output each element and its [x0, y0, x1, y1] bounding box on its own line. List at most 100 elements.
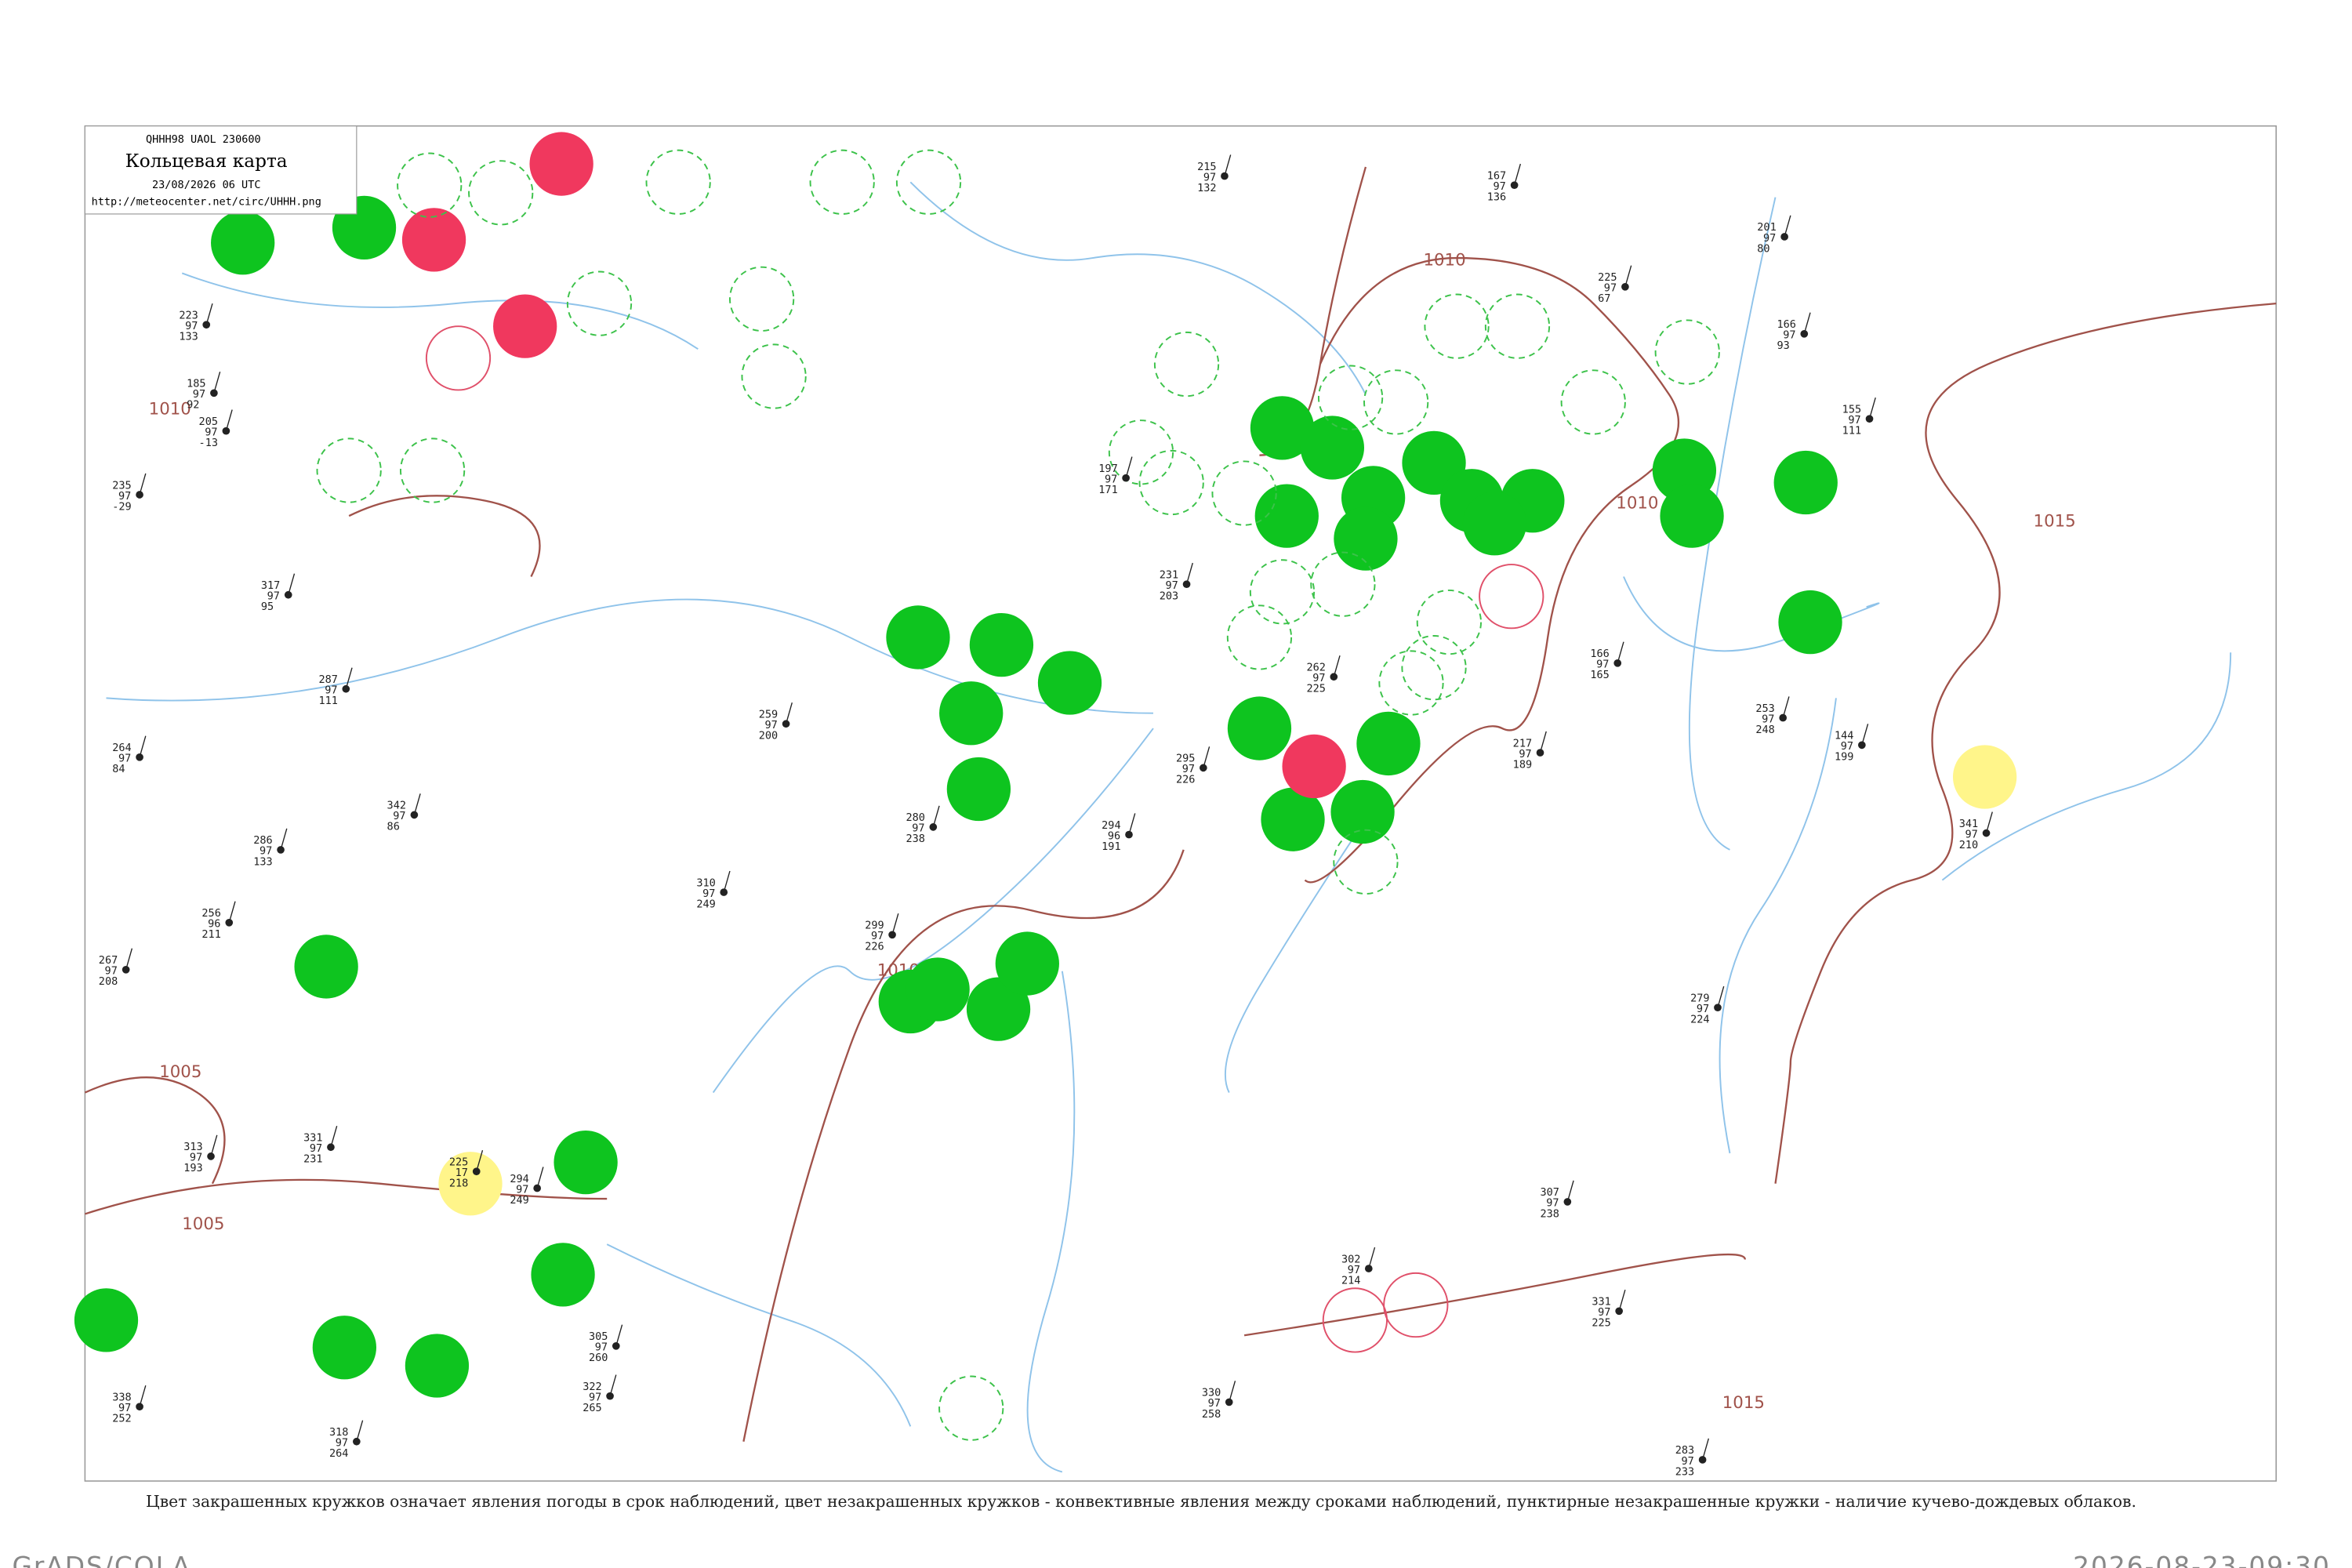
station-code: 97 — [118, 490, 131, 503]
station-circle — [1356, 711, 1421, 776]
wind-barb — [1803, 312, 1811, 335]
station-tendency: 211 — [201, 928, 220, 941]
station-pressure: 294 — [1102, 819, 1120, 832]
station-code: 97 — [118, 753, 131, 765]
station-pressure: 264 — [112, 742, 131, 754]
station-circle — [886, 605, 950, 670]
station-circle — [966, 977, 1031, 1041]
station-pressure: 331 — [1592, 1296, 1610, 1308]
station-code: 97 — [1848, 414, 1860, 426]
isobar-label: 1010 — [149, 399, 191, 419]
station-tendency: 265 — [583, 1402, 601, 1414]
station-dot — [1330, 673, 1338, 681]
station-tendency: 224 — [1690, 1014, 1709, 1026]
station-code: 97 — [205, 426, 217, 439]
station-circle — [1153, 331, 1220, 397]
station-tendency: 80 — [1757, 242, 1769, 255]
station-circle — [1037, 651, 1102, 715]
station-plots: 22397133185979220597-1323597-29317979528… — [99, 154, 1993, 1478]
station-circle — [1250, 396, 1315, 460]
station-circle — [895, 149, 962, 215]
station-tendency: 258 — [1202, 1408, 1221, 1421]
station-circle — [438, 1152, 503, 1216]
station-dot — [1698, 1456, 1707, 1464]
station-circle — [1654, 319, 1720, 385]
station-dot — [1200, 764, 1207, 772]
wind-barb — [288, 573, 296, 595]
station-circle — [425, 325, 492, 391]
station-tendency: 210 — [1959, 839, 1978, 851]
header-box — [84, 125, 358, 215]
wind-barb — [1125, 456, 1133, 478]
station-pressure: 307 — [1541, 1186, 1559, 1199]
wind-barb — [356, 1420, 364, 1442]
station-dot — [1780, 233, 1788, 241]
station-circle — [946, 757, 1011, 822]
station-circle — [554, 1130, 618, 1195]
map-url: http://meteocenter.net/circ/UHHH.png — [92, 195, 321, 208]
station-code: 97 — [260, 845, 272, 858]
station-code: 97 — [589, 1391, 601, 1403]
station-circle — [1138, 449, 1204, 516]
wind-barb — [615, 1324, 623, 1346]
wind-barb — [1784, 215, 1791, 238]
station-pressure: 155 — [1842, 403, 1861, 416]
station-circle — [1479, 564, 1544, 630]
station-pressure: 313 — [183, 1141, 202, 1153]
station-pressure: 201 — [1757, 221, 1776, 234]
station-tendency: 231 — [303, 1153, 322, 1166]
wind-barb — [1985, 811, 1993, 833]
station-dot — [1779, 713, 1788, 722]
wind-barb — [1624, 265, 1632, 288]
station-tendency: 84 — [112, 763, 125, 775]
station-circle — [405, 1334, 470, 1398]
station-tendency: 67 — [1598, 292, 1610, 305]
wind-barb — [476, 1149, 484, 1172]
station-pressure: 267 — [99, 954, 118, 967]
station-code: 97 — [764, 719, 777, 731]
station-circle — [1330, 779, 1395, 844]
station-pressure: 341 — [1959, 818, 1978, 830]
wind-barb — [536, 1167, 544, 1189]
station-circle — [294, 935, 358, 999]
station-code: 97 — [1763, 232, 1776, 245]
footer-left: GrADS/COLA — [12, 1551, 191, 1568]
wind-barb — [1717, 985, 1725, 1008]
station-pressure: 295 — [1176, 753, 1195, 765]
station-circle — [1378, 650, 1444, 716]
station-circle — [1226, 604, 1293, 670]
station-circle — [969, 612, 1034, 677]
station-pressure: 331 — [303, 1132, 322, 1145]
wind-barb — [609, 1374, 617, 1396]
station-circle — [312, 1316, 376, 1380]
station-code: 97 — [336, 1437, 348, 1450]
station-tendency: 111 — [318, 695, 337, 707]
station-pressure: 287 — [318, 673, 337, 686]
station-circle — [1416, 589, 1482, 655]
wind-barb — [1701, 1438, 1710, 1461]
station-code: 96 — [1108, 829, 1120, 842]
station-code: 97 — [118, 1402, 131, 1414]
wind-barb — [932, 805, 940, 828]
station-pressure: 167 — [1487, 169, 1506, 182]
station-circle — [729, 266, 795, 332]
station-circle — [1383, 1272, 1449, 1338]
wind-barb — [785, 702, 793, 724]
station-pressure: 318 — [329, 1426, 348, 1439]
station-circle — [645, 149, 711, 215]
wind-barb — [213, 372, 221, 394]
station-circle — [1108, 419, 1174, 485]
station-pressure: 262 — [1306, 662, 1325, 674]
station-code: 97 — [185, 320, 198, 332]
station-pressure: 259 — [759, 709, 778, 721]
station-code: 97 — [105, 965, 118, 978]
station-code: 97 — [1783, 329, 1795, 342]
station-circle — [809, 149, 875, 215]
station-pressure: 299 — [865, 920, 884, 932]
station-dot — [533, 1184, 541, 1192]
wind-barb — [205, 303, 213, 325]
station-tendency: 165 — [1590, 669, 1609, 681]
station-pressure: 286 — [253, 834, 272, 847]
station-tendency: 111 — [1842, 425, 1861, 437]
station-circle — [397, 152, 463, 218]
